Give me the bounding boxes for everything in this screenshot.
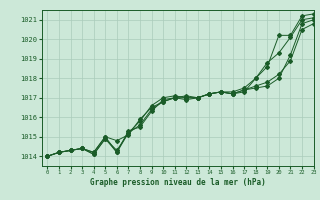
- X-axis label: Graphe pression niveau de la mer (hPa): Graphe pression niveau de la mer (hPa): [90, 178, 266, 187]
